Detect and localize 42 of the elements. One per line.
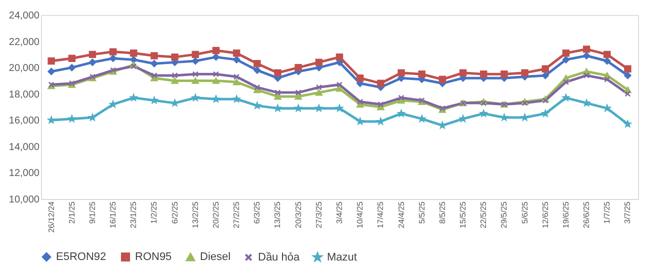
x-tick-label: 1/2/25	[150, 200, 159, 224]
x-tick-label: 3/4/25	[335, 200, 344, 224]
x-tick-label: 3/7/25	[623, 200, 632, 224]
y-tick-label: 10,000	[8, 194, 40, 206]
x-tick-label: 20/3/25	[294, 200, 303, 228]
legend-label: E5RON92	[56, 250, 106, 263]
x-tick-label: 13/3/25	[273, 200, 282, 228]
legend-label: Mazut	[327, 251, 357, 264]
x-tick-label: 9/1/25	[88, 200, 97, 224]
x-tick-label: 26/12/24	[46, 200, 56, 233]
x-tick-label: 23/1/25	[129, 200, 138, 228]
y-tick-label: 14,000	[8, 142, 40, 153]
x-tick-label: 29/5/25	[500, 200, 509, 228]
y-tick-label: 18,000	[8, 89, 40, 100]
x-tick-label: 12/6/25	[540, 200, 550, 228]
x-tick-label: 8/5/25	[438, 200, 447, 224]
x-tick-label: 17/4/25	[376, 200, 386, 228]
x-tick-label: 6/2/25	[170, 200, 180, 224]
x-tick-label: 5/6/25	[520, 200, 530, 224]
x-tick-label: 22/5/25	[479, 200, 488, 228]
x-tick-label: 27/2/25	[232, 200, 242, 228]
x-tick-label: 13/2/25	[190, 200, 200, 228]
y-tick-label: 16,000	[8, 116, 40, 127]
x-tick-label: 2/1/25	[67, 200, 76, 224]
x-tick-label: 10/4/25	[356, 200, 365, 228]
x-tick-label: 6/3/25	[252, 200, 262, 224]
x-tick-label: 27/3/25	[314, 200, 324, 228]
x-tick-label: 1/7/25	[602, 200, 612, 224]
x-tick-label: 16/1/25	[108, 200, 118, 228]
y-tick-label: 12,000	[8, 168, 40, 180]
y-tick-label: 20,000	[8, 63, 40, 74]
x-tick-label: 26/6/25	[582, 200, 592, 228]
x-tick-label: 19/6/25	[561, 200, 570, 228]
x-tick-label: 15/5/25	[458, 200, 468, 228]
legend-label: Dầu hỏa	[258, 251, 300, 264]
x-tick-label: 20/2/25	[211, 200, 220, 228]
legend-label: RON95	[135, 250, 172, 263]
x-tick-label: 24/4/25	[396, 200, 406, 228]
legend-label: Diesel	[200, 251, 231, 264]
x-tick-label: 5/5/25	[417, 200, 426, 224]
y-tick-label: 24,000	[8, 10, 40, 22]
y-tick-label: 22,000	[8, 36, 40, 48]
